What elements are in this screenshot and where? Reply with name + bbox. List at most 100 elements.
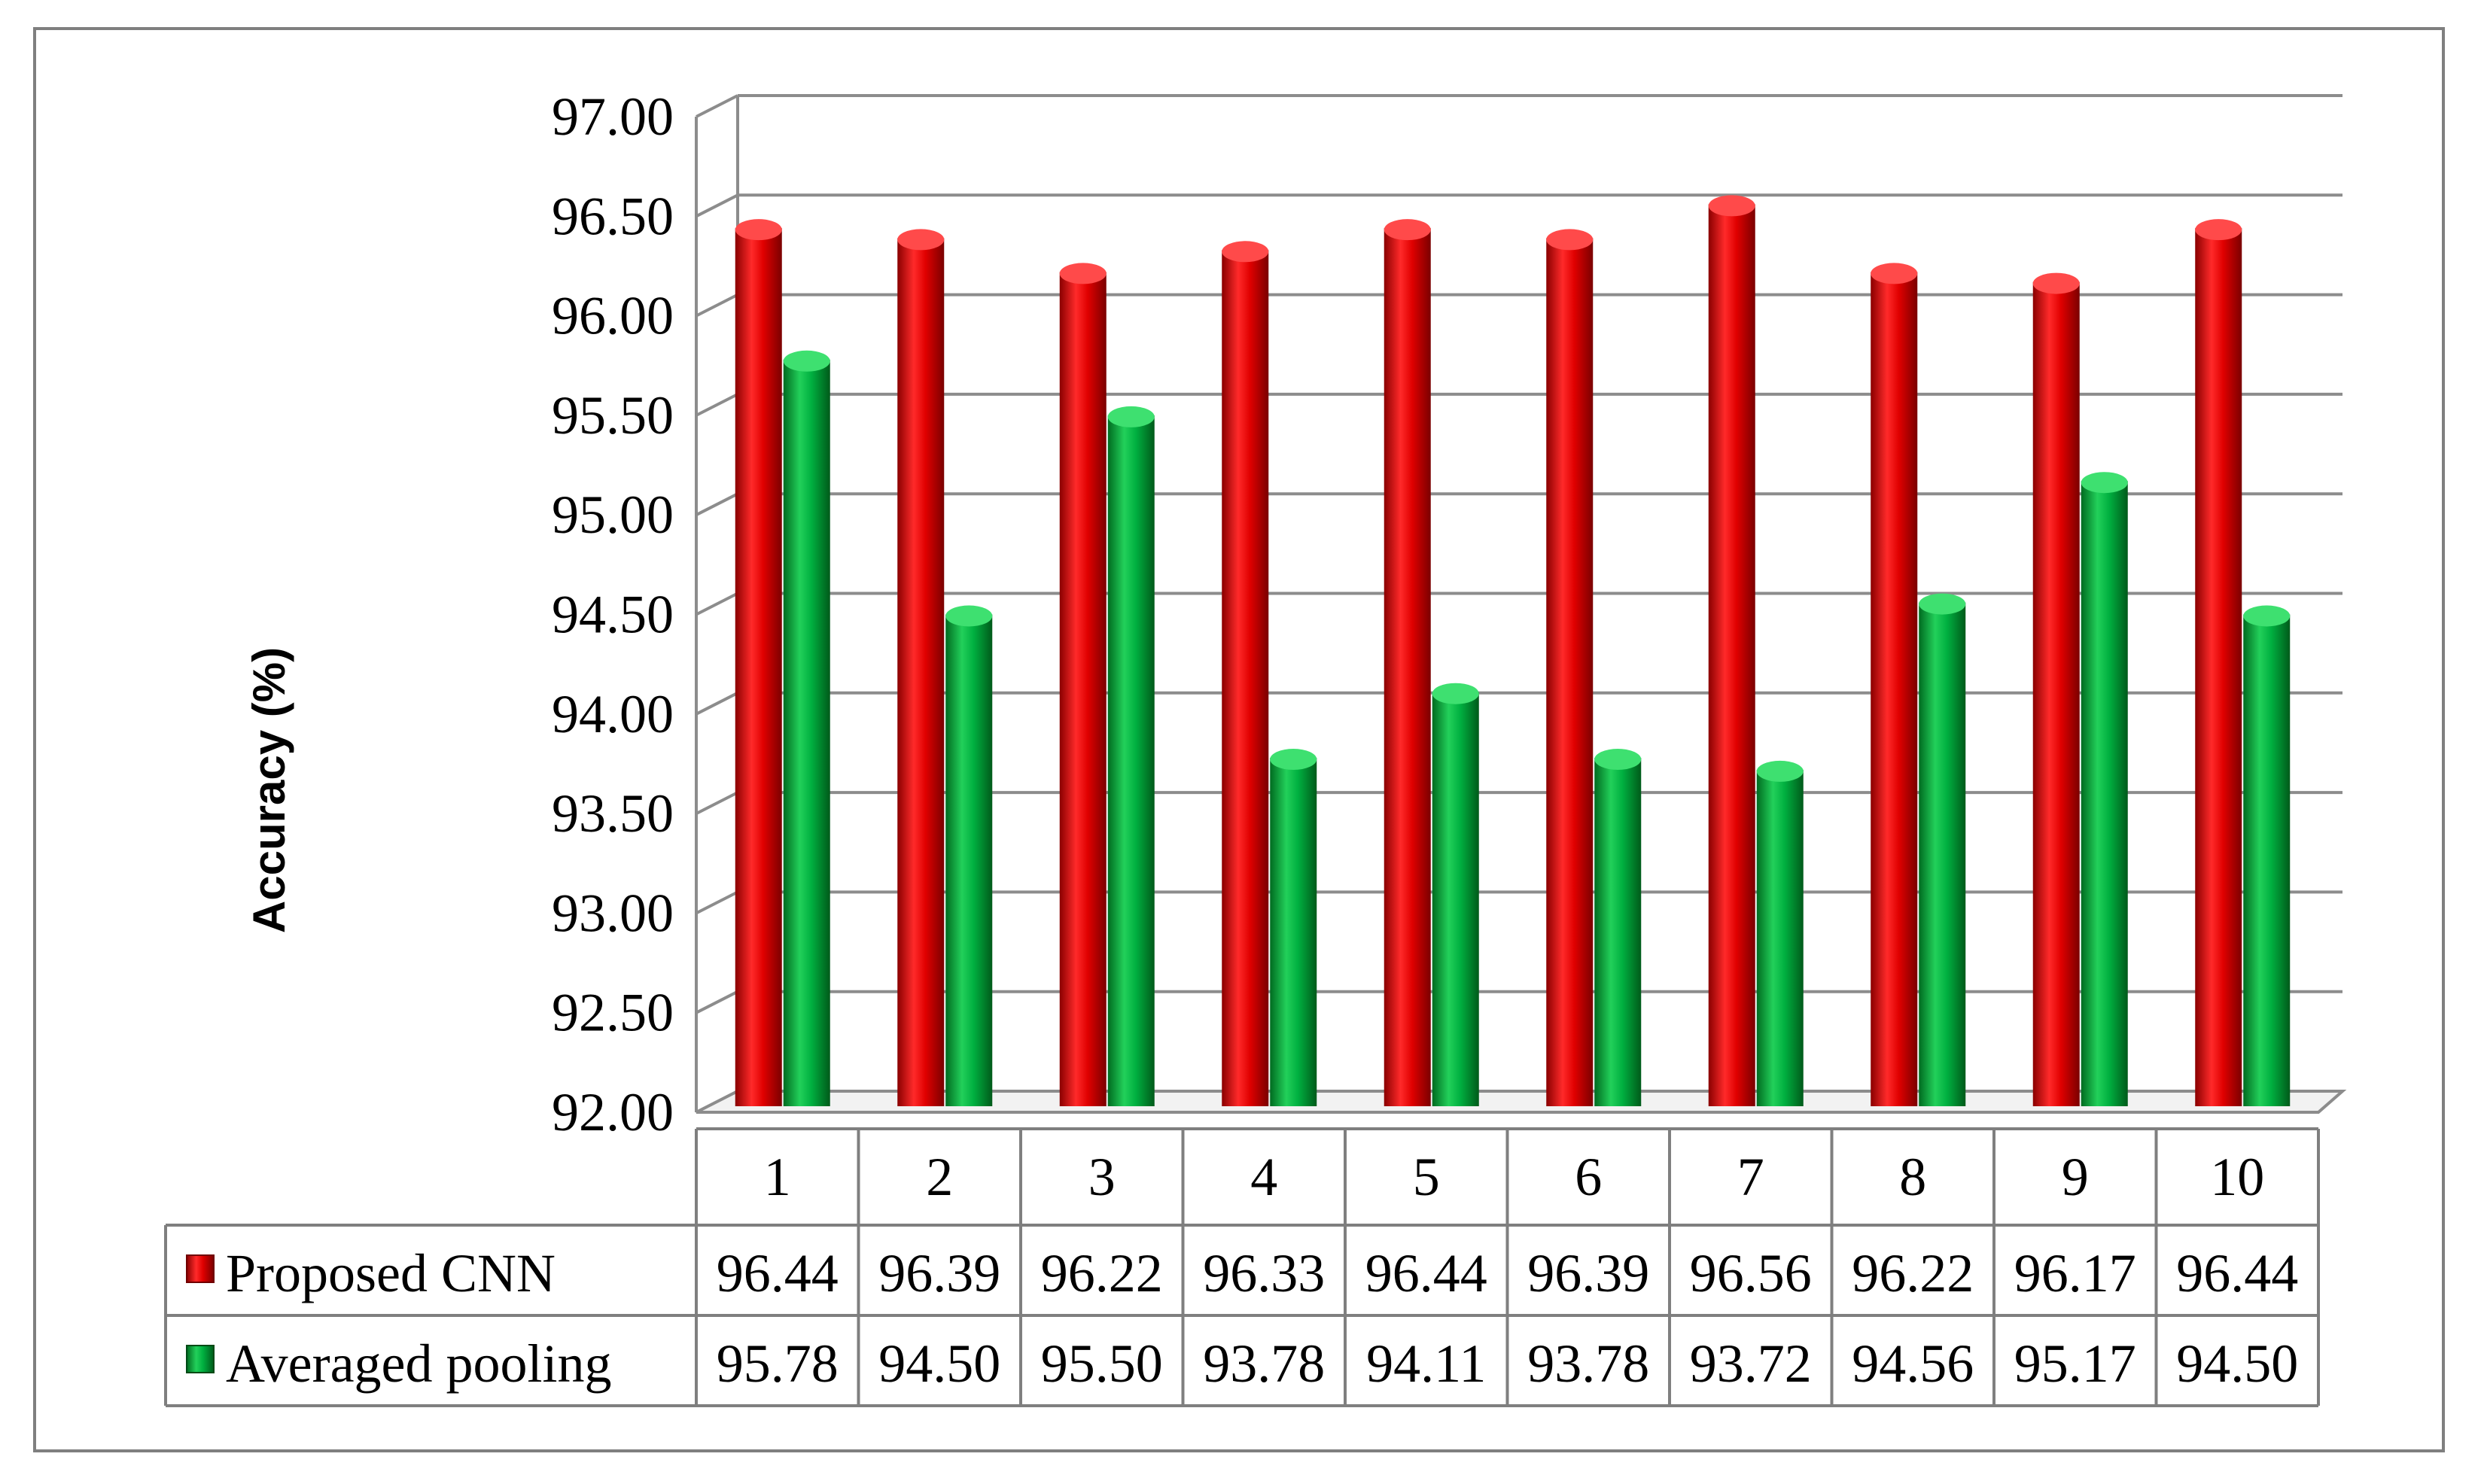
gridline-side [696, 94, 738, 118]
table-cell-value: 94.56 [1852, 1333, 1974, 1394]
gridline-side [696, 193, 738, 218]
table-cell-value: 96.44 [717, 1243, 839, 1303]
table-cell-value: 96.39 [878, 1243, 1000, 1303]
bar-averaged-pooling [783, 350, 830, 1106]
table-cell-value: 93.78 [1203, 1333, 1325, 1394]
bar-cap [1222, 241, 1269, 263]
y-tick-label: 95.50 [552, 385, 674, 446]
y-axis-label: Accuracy (%) [244, 647, 294, 933]
bar-cap [2081, 472, 2128, 494]
bar-body [1384, 228, 1431, 1106]
table-cell-value: 93.72 [1690, 1333, 1812, 1394]
bar-cap [2243, 605, 2291, 627]
bar-averaged-pooling [945, 605, 993, 1106]
bar-cap [1384, 219, 1431, 241]
bar-cap [783, 350, 830, 372]
table-cell-value: 96.44 [1365, 1243, 1487, 1303]
bar-averaged-pooling [1270, 749, 1317, 1106]
y-tick-label: 95.00 [552, 485, 674, 545]
y-tick-label: 97.00 [552, 87, 674, 147]
gridline-side [696, 492, 738, 516]
category-label: 10 [2210, 1147, 2264, 1207]
y-tick-label: 93.00 [552, 883, 674, 943]
table-cell-value: 96.56 [1690, 1243, 1812, 1303]
bar-cap [1594, 749, 1642, 771]
bar-body [1756, 769, 1804, 1106]
bar-cap [2032, 272, 2080, 294]
table-cell-value: 93.78 [1527, 1333, 1649, 1394]
bar-averaged-pooling [1756, 760, 1804, 1106]
bar-body [1594, 758, 1642, 1106]
table-cell-value: 94.11 [1366, 1333, 1486, 1394]
bar-body [1107, 415, 1155, 1106]
bar-body [2032, 281, 2080, 1106]
bar-cap [1432, 683, 1479, 704]
table-cell-value: 95.50 [1041, 1333, 1163, 1394]
category-label: 8 [1899, 1147, 1926, 1207]
bar-averaged-pooling [2243, 605, 2291, 1106]
legend-swatch [186, 1345, 215, 1373]
y-tick-label: 92.50 [552, 983, 674, 1043]
bar-cap [2195, 219, 2242, 241]
bar-body [1222, 250, 1269, 1107]
table-cell-value: 95.78 [717, 1333, 839, 1394]
bar-proposed-cnn [1059, 263, 1107, 1107]
gridline-side [696, 890, 738, 915]
y-tick-label: 93.50 [552, 783, 674, 844]
y-tick-label: 94.00 [552, 684, 674, 744]
bar-body [2195, 228, 2242, 1106]
bar-body [1270, 758, 1317, 1106]
category-label: 3 [1088, 1147, 1116, 1207]
bar-cap [735, 219, 782, 241]
bars [735, 195, 2291, 1107]
bar-body [1546, 238, 1594, 1106]
gridline-side [696, 393, 738, 417]
category-label: 7 [1737, 1147, 1764, 1207]
category-label: 2 [926, 1147, 953, 1207]
bar-proposed-cnn [2032, 272, 2080, 1106]
bar-proposed-cnn [1708, 195, 1755, 1106]
bar-proposed-cnn [1871, 263, 1918, 1107]
bar-body [1708, 204, 1755, 1106]
bar-body [945, 614, 993, 1106]
y-tick-label: 94.50 [552, 585, 674, 645]
gridline-side [696, 990, 738, 1014]
bar-body [897, 238, 945, 1106]
bar-cap [1270, 749, 1317, 771]
category-label: 4 [1250, 1147, 1277, 1207]
y-tick-label: 92.00 [552, 1082, 674, 1142]
y-tick-label: 96.50 [552, 186, 674, 246]
bar-body [2081, 481, 2128, 1106]
bar-cap [945, 605, 993, 627]
table-cell-value: 96.17 [2014, 1243, 2136, 1303]
gridline-side [696, 692, 738, 716]
y-axis-ticks: 92.00 92.50 93.00 93.50 94.00 94.50 95.00 95.50… [552, 87, 674, 1142]
bar-cap [1059, 263, 1107, 284]
bar-body [1871, 272, 1918, 1107]
table-cell-value: 95.17 [2014, 1333, 2136, 1394]
bar-cap [1871, 263, 1918, 284]
bar-averaged-pooling [2081, 472, 2128, 1106]
legend-label: Proposed CNN [226, 1243, 556, 1303]
table-cell-value: 94.50 [2176, 1333, 2298, 1394]
bar-proposed-cnn [2195, 219, 2242, 1106]
bar-body [1059, 272, 1107, 1107]
bar-proposed-cnn [735, 219, 782, 1106]
bar-cap [1708, 195, 1755, 217]
bar-cap [1546, 229, 1594, 251]
bar-averaged-pooling [1919, 593, 1966, 1106]
y-tick-label: 96.00 [552, 286, 674, 346]
bar-proposed-cnn [1384, 219, 1431, 1106]
gridline-side [696, 293, 738, 318]
bar-proposed-cnn [897, 229, 945, 1106]
table-cell-value: 96.44 [2176, 1243, 2298, 1303]
bar-body [1919, 602, 1966, 1106]
bar-proposed-cnn [1546, 229, 1594, 1106]
table-cell-value: 96.22 [1852, 1243, 1974, 1303]
gridline-side [696, 791, 738, 815]
data-table: 1 2 3 4 5 6 7 8 9 10 Proposed CNN 96.44 96.39 96.22 96… [164, 1127, 2320, 1407]
bar-cap [1107, 406, 1155, 427]
legend-swatch [186, 1254, 215, 1283]
bar-proposed-cnn [1222, 241, 1269, 1107]
